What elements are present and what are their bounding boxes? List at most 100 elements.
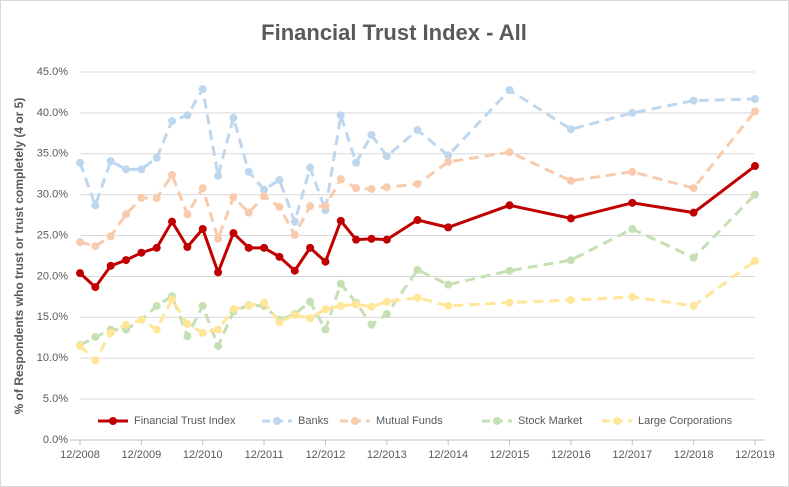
- data-point: [275, 202, 284, 211]
- data-point: [413, 265, 422, 274]
- data-point: [152, 243, 161, 252]
- data-point: [168, 217, 177, 226]
- data-point: [505, 266, 514, 275]
- data-point: [336, 111, 345, 120]
- data-point: [352, 184, 361, 193]
- data-point: [260, 243, 269, 252]
- data-point: [275, 175, 284, 184]
- data-point: [306, 297, 315, 306]
- data-point: [122, 320, 131, 329]
- legend-label: Large Corporations: [638, 415, 733, 427]
- data-point: [336, 279, 345, 288]
- data-point: [382, 297, 391, 306]
- legend-marker: [351, 417, 359, 425]
- series-line: [78, 259, 756, 364]
- x-tick-label: 12/2015: [490, 449, 530, 461]
- data-point: [689, 301, 698, 310]
- data-point: [290, 217, 299, 226]
- data-point: [367, 320, 376, 329]
- data-point: [76, 238, 84, 247]
- x-tick-label: 12/2014: [428, 449, 468, 461]
- x-tick-label: 12/2018: [674, 449, 714, 461]
- data-point: [244, 243, 253, 252]
- data-point: [628, 198, 637, 207]
- data-point: [152, 193, 161, 202]
- legend-label: Banks: [298, 415, 329, 427]
- data-point: [352, 235, 361, 244]
- data-point: [290, 230, 299, 239]
- data-point: [444, 157, 453, 166]
- data-point: [198, 328, 207, 337]
- x-tick-label: 12/2016: [551, 449, 591, 461]
- data-point: [367, 184, 376, 193]
- data-point: [444, 301, 453, 310]
- series-line: [78, 84, 756, 227]
- x-tick-label: 12/2017: [612, 449, 652, 461]
- data-point: [352, 158, 361, 167]
- data-point: [183, 332, 192, 341]
- data-point: [168, 117, 177, 126]
- data-point: [751, 190, 759, 199]
- data-point: [689, 96, 698, 105]
- data-point: [505, 298, 514, 307]
- data-point: [306, 243, 315, 252]
- data-point: [214, 234, 223, 243]
- data-point: [214, 325, 223, 334]
- legend-marker: [273, 417, 281, 425]
- data-point: [566, 125, 575, 134]
- data-point: [275, 318, 284, 327]
- y-tick-label: 35.0%: [37, 148, 68, 160]
- data-point: [751, 256, 759, 265]
- data-point: [198, 225, 207, 234]
- legend-marker: [109, 417, 117, 425]
- data-point: [689, 253, 698, 262]
- data-point: [260, 192, 269, 201]
- data-point: [444, 223, 453, 232]
- y-tick-label: 45.0%: [37, 66, 68, 78]
- data-point: [91, 332, 100, 341]
- data-point: [566, 176, 575, 185]
- data-point: [306, 163, 315, 172]
- y-tick-label: 15.0%: [37, 311, 68, 323]
- y-tick-label: 0.0%: [43, 434, 68, 446]
- data-point: [444, 280, 453, 289]
- data-point: [321, 305, 330, 314]
- data-point: [106, 232, 115, 241]
- y-tick-label: 40.0%: [37, 107, 68, 119]
- data-point: [306, 314, 315, 323]
- data-point: [214, 268, 223, 277]
- data-point: [382, 235, 391, 244]
- data-point: [137, 315, 146, 324]
- data-point: [152, 153, 161, 162]
- data-point: [628, 167, 637, 176]
- data-point: [183, 210, 192, 219]
- data-point: [214, 171, 223, 180]
- data-point: [106, 261, 115, 270]
- data-point: [214, 341, 223, 350]
- data-point: [198, 85, 207, 94]
- x-tick-label: 12/2009: [121, 449, 161, 461]
- data-point: [229, 113, 238, 122]
- data-point: [106, 328, 115, 337]
- data-point: [413, 180, 422, 189]
- data-point: [505, 201, 514, 210]
- data-point: [76, 341, 84, 350]
- data-point: [244, 208, 253, 217]
- data-point: [137, 248, 146, 257]
- data-point: [137, 193, 146, 202]
- data-point: [444, 151, 453, 160]
- data-point: [91, 242, 100, 251]
- legend-label: Mutual Funds: [376, 415, 443, 427]
- data-point: [198, 184, 207, 193]
- data-point: [168, 295, 177, 304]
- data-point: [198, 301, 207, 310]
- data-point: [306, 202, 315, 211]
- legend-marker: [613, 417, 621, 425]
- y-tick-label: 20.0%: [37, 270, 68, 282]
- data-point: [382, 310, 391, 319]
- data-point: [290, 310, 299, 319]
- data-point: [367, 130, 376, 139]
